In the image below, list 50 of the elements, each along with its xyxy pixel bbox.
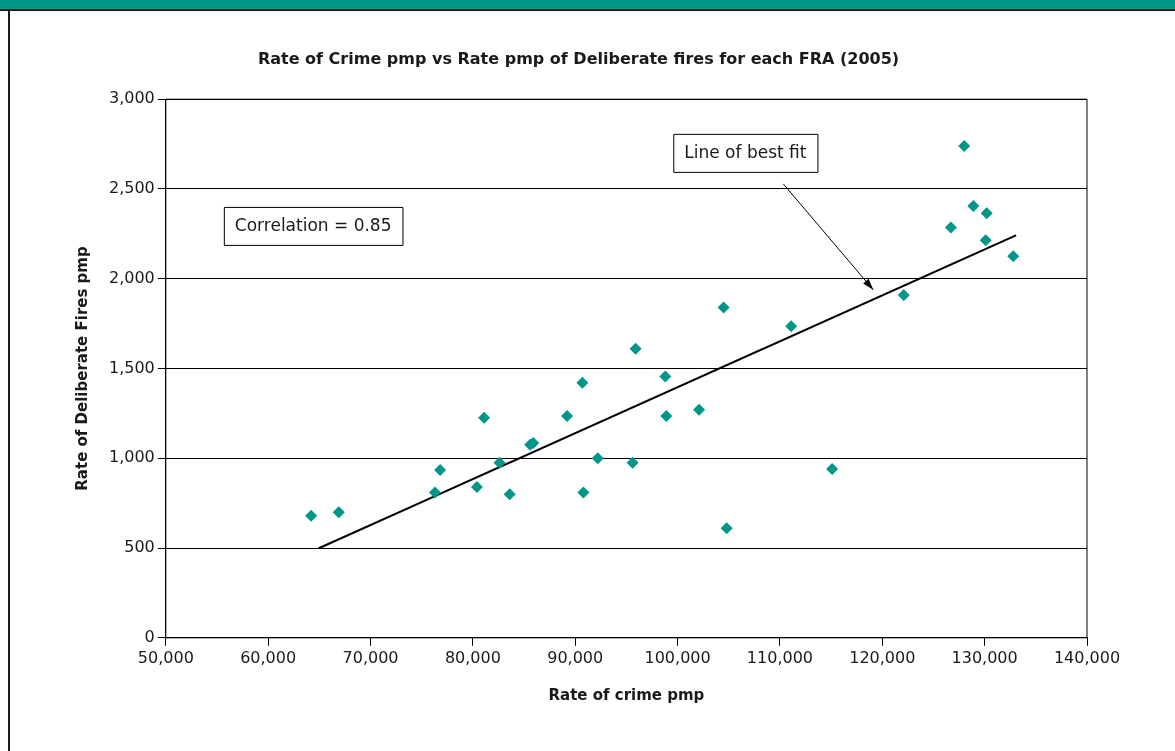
point	[626, 456, 639, 469]
point	[577, 486, 590, 499]
x-tick-label: 100,000	[644, 647, 711, 667]
chart-title: Rate of Crime pmp vs Rate pmp of Deliberate fires for each FRA (2005)	[257, 48, 900, 68]
y-tick-label: 0	[144, 626, 155, 646]
y-axis-title: Rate of Deliberate Fires pmp	[72, 246, 91, 491]
point	[979, 234, 992, 247]
y-tick-label: 1,000	[108, 447, 155, 467]
point	[629, 342, 642, 355]
point	[693, 403, 706, 416]
point	[785, 320, 798, 333]
point	[826, 463, 839, 476]
point	[503, 488, 516, 501]
x-tick-label: 110,000	[746, 647, 814, 667]
x-tick-label: 50,000	[137, 647, 194, 667]
point	[332, 506, 345, 519]
x-tick-label: 140,000	[1053, 647, 1121, 667]
point	[470, 480, 483, 493]
point	[720, 522, 733, 535]
y-tick-label: 3,000	[108, 88, 155, 108]
point	[897, 288, 910, 301]
y-tick-label: 2,000	[108, 267, 155, 287]
y-tick-label: 1,500	[108, 357, 155, 377]
x-tick-label: 80,000	[444, 647, 501, 667]
point	[434, 463, 447, 476]
y-tick-label: 500	[124, 537, 155, 557]
point	[561, 410, 574, 423]
point	[980, 207, 993, 220]
point	[429, 486, 441, 499]
x-axis-title: Rate of crime pmp	[548, 685, 705, 704]
point	[717, 301, 730, 314]
point	[493, 456, 506, 469]
point	[478, 411, 491, 424]
x-tick-label: 60,000	[240, 647, 297, 667]
x-tick-label: 70,000	[342, 647, 399, 667]
point	[958, 139, 971, 152]
point	[944, 221, 957, 234]
point	[305, 509, 318, 522]
point	[1007, 250, 1020, 263]
y-tick-label: 2,500	[108, 178, 155, 198]
x-tick-label: 130,000	[951, 647, 1018, 667]
point	[659, 370, 672, 383]
x-tick-label: 90,000	[547, 647, 604, 667]
point	[967, 200, 980, 213]
x-tick-label: 120,000	[849, 647, 916, 667]
point	[576, 376, 589, 389]
point	[591, 452, 604, 465]
annotation: Correlation = 0.85	[234, 215, 392, 236]
point	[660, 410, 673, 423]
annotation: Line of best fit	[684, 142, 807, 163]
